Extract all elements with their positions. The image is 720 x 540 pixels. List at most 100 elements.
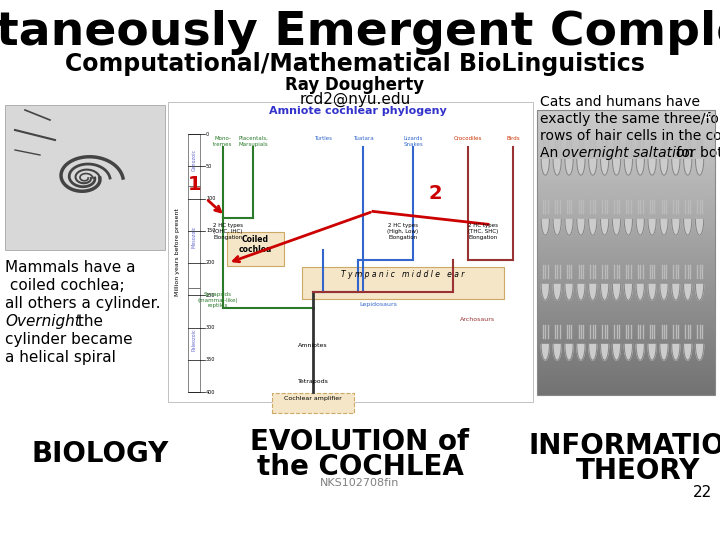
Polygon shape [636, 285, 644, 300]
Bar [188, 134, 200, 186]
Polygon shape [624, 345, 633, 360]
Polygon shape [565, 345, 573, 360]
Polygon shape [612, 345, 621, 360]
Polygon shape [565, 285, 573, 300]
Polygon shape [577, 159, 585, 175]
Polygon shape [541, 345, 549, 360]
Polygon shape [624, 159, 633, 175]
Polygon shape [541, 285, 549, 300]
Text: 2: 2 [428, 184, 441, 204]
Text: Lizards
Snakes: Lizards Snakes [403, 136, 423, 147]
Text: Archosaurs: Archosaurs [460, 317, 495, 322]
Polygon shape [577, 219, 585, 235]
Text: Amniote cochlear phylogeny: Amniote cochlear phylogeny [269, 106, 446, 116]
Text: overnight saltation: overnight saltation [562, 146, 693, 160]
Polygon shape [672, 285, 680, 300]
Text: 100: 100 [206, 196, 215, 201]
Text: Lepidosaurs: Lepidosaurs [359, 302, 397, 307]
Text: the COCHLEA: the COCHLEA [256, 453, 464, 481]
Text: BIOLOGY: BIOLOGY [31, 440, 168, 468]
Text: 0: 0 [206, 132, 209, 137]
Text: Overnight: Overnight [5, 314, 81, 329]
Polygon shape [636, 159, 644, 175]
Text: 150: 150 [206, 228, 215, 233]
Polygon shape [636, 219, 644, 235]
Text: 200: 200 [206, 260, 215, 266]
Text: Tuatara: Tuatara [353, 136, 374, 141]
Text: Crocodiles: Crocodiles [454, 136, 482, 141]
Text: Synapsids
(mammal-like)
reptiles: Synapsids (mammal-like) reptiles [198, 292, 238, 308]
Polygon shape [612, 159, 621, 175]
Text: rows of hair cells in the cochlea.: rows of hair cells in the cochlea. [540, 129, 720, 143]
Text: Birds: Birds [506, 136, 520, 141]
Polygon shape [636, 345, 644, 360]
Polygon shape [660, 285, 668, 300]
Text: Million years before present: Million years before present [176, 208, 181, 296]
Text: 2 HC types
(High, Low)
Elongation: 2 HC types (High, Low) Elongation [387, 223, 418, 240]
Polygon shape [600, 159, 609, 175]
Text: 350: 350 [206, 357, 215, 362]
Polygon shape [553, 285, 562, 300]
Text: Coiled
cochlea: Coiled cochlea [239, 235, 272, 254]
Bar [188, 186, 200, 288]
Text: 300: 300 [206, 325, 215, 330]
Text: 400: 400 [206, 389, 215, 395]
Polygon shape [600, 345, 609, 360]
Polygon shape [600, 219, 609, 235]
Polygon shape [612, 219, 621, 235]
Text: NKS102708fin: NKS102708fin [320, 478, 400, 488]
Text: all others a cylinder.: all others a cylinder. [5, 296, 161, 311]
Polygon shape [565, 159, 573, 175]
Polygon shape [672, 345, 680, 360]
Text: 50: 50 [206, 164, 212, 168]
Polygon shape [648, 219, 656, 235]
Text: 250: 250 [206, 293, 215, 298]
FancyBboxPatch shape [272, 393, 354, 413]
Bar [168, 102, 533, 402]
Text: An: An [540, 146, 562, 160]
Polygon shape [600, 285, 609, 300]
Text: cylinder became: cylinder became [5, 332, 132, 347]
Text: Ray Dougherty: Ray Dougherty [285, 76, 425, 94]
Text: Computational/Mathematical BioLinguistics: Computational/Mathematical BioLinguistic… [65, 52, 645, 76]
Text: 1: 1 [187, 174, 201, 193]
Text: Cats and humans have: Cats and humans have [540, 95, 700, 109]
Polygon shape [648, 159, 656, 175]
Text: 2 HC types
(THC, SHC)
Elongation: 2 HC types (THC, SHC) Elongation [468, 223, 498, 240]
Polygon shape [660, 345, 668, 360]
Polygon shape [577, 345, 585, 360]
Text: a helical spiral: a helical spiral [5, 350, 116, 365]
Text: Turtles: Turtles [314, 136, 332, 141]
Polygon shape [696, 285, 703, 300]
Text: exactly the same three/four: exactly the same three/four [540, 112, 720, 126]
Polygon shape [648, 285, 656, 300]
Text: Placentals,
Marsupials: Placentals, Marsupials [238, 136, 268, 147]
Text: 22: 22 [693, 485, 712, 500]
Polygon shape [541, 159, 549, 175]
Polygon shape [683, 345, 692, 360]
Text: A: A [704, 112, 711, 122]
Polygon shape [541, 219, 549, 235]
Polygon shape [589, 345, 597, 360]
Text: Tetrapods: Tetrapods [297, 379, 328, 384]
Text: Spontaneously Emergent Complexity: Spontaneously Emergent Complexity [0, 10, 720, 55]
Polygon shape [672, 159, 680, 175]
Polygon shape [565, 219, 573, 235]
FancyBboxPatch shape [227, 232, 284, 266]
Polygon shape [672, 219, 680, 235]
Text: Mammals have a: Mammals have a [5, 260, 135, 275]
Text: Mono-
tremes: Mono- tremes [213, 136, 233, 147]
Polygon shape [553, 345, 562, 360]
Polygon shape [683, 285, 692, 300]
Text: Paleozoic: Paleozoic [192, 329, 197, 352]
Text: the: the [73, 314, 103, 329]
Text: coiled cochlea;: coiled cochlea; [5, 278, 125, 293]
Text: Mesozoic: Mesozoic [192, 226, 197, 248]
Text: THEORY: THEORY [576, 457, 701, 485]
Text: Cochlear amplifier: Cochlear amplifier [284, 396, 342, 401]
Polygon shape [696, 159, 703, 175]
Bar [5, 105, 165, 250]
Text: rcd2@nyu.edu: rcd2@nyu.edu [300, 92, 410, 107]
Polygon shape [589, 159, 597, 175]
Text: T y m p a n i c   m i d d l e   e a r: T y m p a n i c m i d d l e e a r [341, 270, 464, 279]
